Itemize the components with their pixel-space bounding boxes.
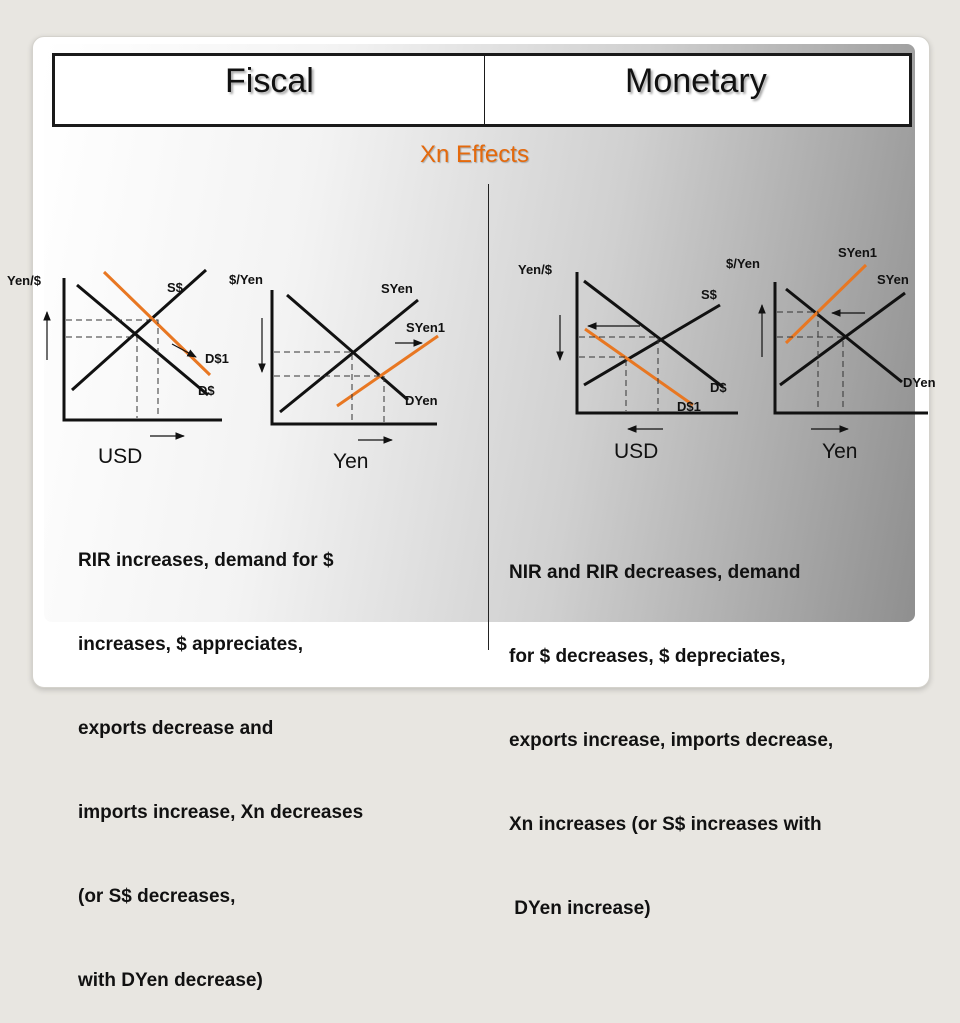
right-yen-supply-new-curve: [784, 263, 868, 345]
right-usd-x-label: USD: [614, 440, 658, 463]
right-yen-axes: [773, 282, 928, 415]
left-explanation-line: (or S$ decreases,: [78, 886, 236, 907]
left-usd-demand-curve: [76, 283, 209, 397]
left-yen-supply-curve: [279, 298, 419, 414]
left-usd-supply-label: S$: [167, 280, 184, 295]
right-explanation-line: exports increase, imports decrease,: [509, 730, 834, 751]
right-yen-supply-new-label: SYen1: [838, 245, 877, 260]
right-usd-supply-curve: [583, 303, 721, 387]
header-divider: [484, 56, 485, 124]
subtitle-xn-effects: Xn Effects: [420, 141, 529, 168]
right-yen-y-label: $/Yen: [726, 256, 760, 271]
left-yen-supply-new-curve: [336, 334, 439, 408]
right-usd-supply-label: S$: [701, 287, 718, 302]
right-yen-supply-label: SYen: [877, 272, 909, 287]
right-yen-supply-curve: [779, 291, 906, 387]
left-usd-guides: [66, 319, 159, 418]
right-usd-demand-new-curve: [584, 327, 694, 407]
panel-divider: [488, 184, 489, 650]
left-yen-y-label: $/Yen: [229, 272, 263, 287]
left-explanation-line: imports increase, Xn decreases: [78, 802, 364, 823]
left-usd-supply-curve: [70, 268, 208, 392]
right-usd-demand-curve: [583, 279, 724, 389]
right-explanation-line: Xn increases (or S$ increases with: [509, 814, 822, 835]
left-usd-x-label: USD: [98, 445, 142, 468]
right-explanation: NIR and RIR decreases, demand for $ decr…: [509, 503, 833, 951]
left-usd-y-label: Yen/$: [7, 273, 42, 288]
left-explanation-line: exports decrease and: [78, 718, 274, 739]
left-yen-supply-new-label: SYen1: [406, 320, 445, 335]
left-usd-demand-label: D$: [198, 383, 215, 398]
right-usd-guides: [579, 336, 659, 411]
left-explanation-line: with DYen decrease): [78, 970, 263, 991]
right-usd-axes: [575, 272, 738, 415]
right-yen-guides: [777, 311, 844, 411]
left-usd-shift-arrow: [171, 343, 197, 358]
right-usd-graph: Yen/$ S$ D$ D$1 USD: [518, 262, 738, 463]
left-yen-demand-curve: [286, 293, 409, 402]
slide-background: [44, 44, 915, 622]
header-fiscal: Fiscal: [225, 62, 314, 100]
left-yen-x-label: Yen: [333, 450, 368, 473]
supply-demand-diagrams: Yen/$ S$ D$1 D$ USD $/Yen SYen SYen1 DYe…: [7, 245, 936, 473]
left-usd-demand-new-label: D$1: [205, 351, 229, 366]
header-table: Fiscal Monetary: [52, 53, 912, 127]
left-explanation-line: increases, $ appreciates,: [78, 634, 303, 655]
right-explanation-line: for $ decreases, $ depreciates,: [509, 646, 786, 667]
right-yen-demand-curve: [785, 287, 903, 384]
right-usd-demand-new-label: D$1: [677, 399, 701, 414]
left-yen-axes: [270, 290, 437, 426]
left-yen-graph: $/Yen SYen SYen1 DYen Yen: [229, 272, 445, 473]
left-yen-demand-label: DYen: [405, 393, 438, 408]
right-usd-y-label: Yen/$: [518, 262, 553, 277]
right-yen-graph: $/Yen SYen1 SYen DYen Yen: [726, 245, 936, 463]
right-usd-demand-label: D$: [710, 380, 727, 395]
left-yen-supply-label: SYen: [381, 281, 413, 296]
left-yen-guides: [274, 351, 385, 422]
right-explanation-line: DYen increase): [509, 898, 651, 919]
left-usd-axes: [62, 278, 222, 422]
right-explanation-line: NIR and RIR decreases, demand: [509, 562, 801, 583]
right-yen-x-label: Yen: [822, 440, 857, 463]
left-explanation: RIR increases, demand for $ increases, $…: [78, 491, 363, 1023]
left-usd-demand-new-curve: [102, 270, 212, 377]
header-monetary: Monetary: [625, 62, 767, 100]
right-yen-demand-label: DYen: [903, 375, 936, 390]
left-usd-graph: Yen/$ S$ D$1 D$ USD: [7, 268, 229, 468]
left-explanation-line: RIR increases, demand for $: [78, 550, 334, 571]
